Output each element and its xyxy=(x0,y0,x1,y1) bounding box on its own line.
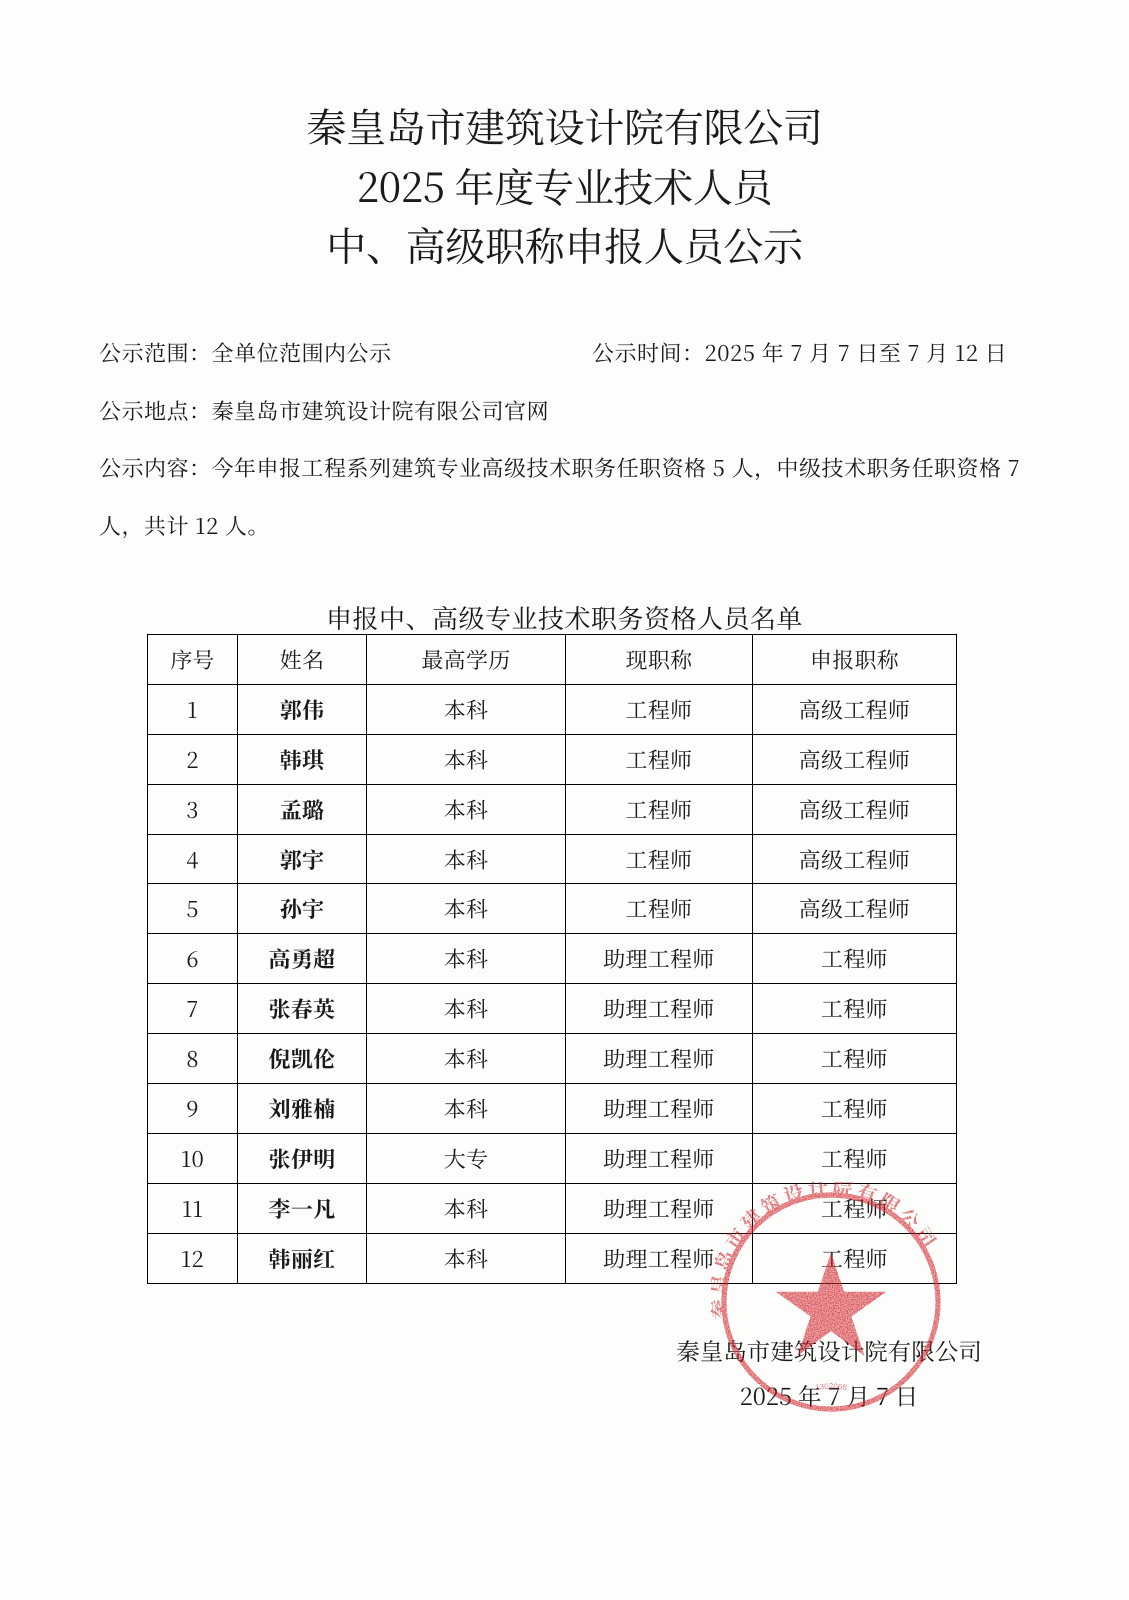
svg-text:1302068: 1302068 xyxy=(815,1382,848,1392)
